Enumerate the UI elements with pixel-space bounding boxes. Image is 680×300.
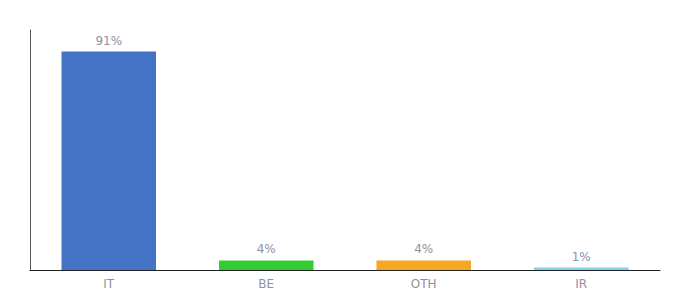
svg-text:BE: BE <box>258 277 274 291</box>
svg-text:4%: 4% <box>257 242 276 256</box>
svg-text:OTH: OTH <box>411 277 437 291</box>
svg-text:1%: 1% <box>572 250 591 264</box>
svg-text:IR: IR <box>575 277 587 291</box>
svg-text:91%: 91% <box>95 34 122 48</box>
svg-text:IT: IT <box>103 277 115 291</box>
svg-text:4%: 4% <box>414 242 433 256</box>
